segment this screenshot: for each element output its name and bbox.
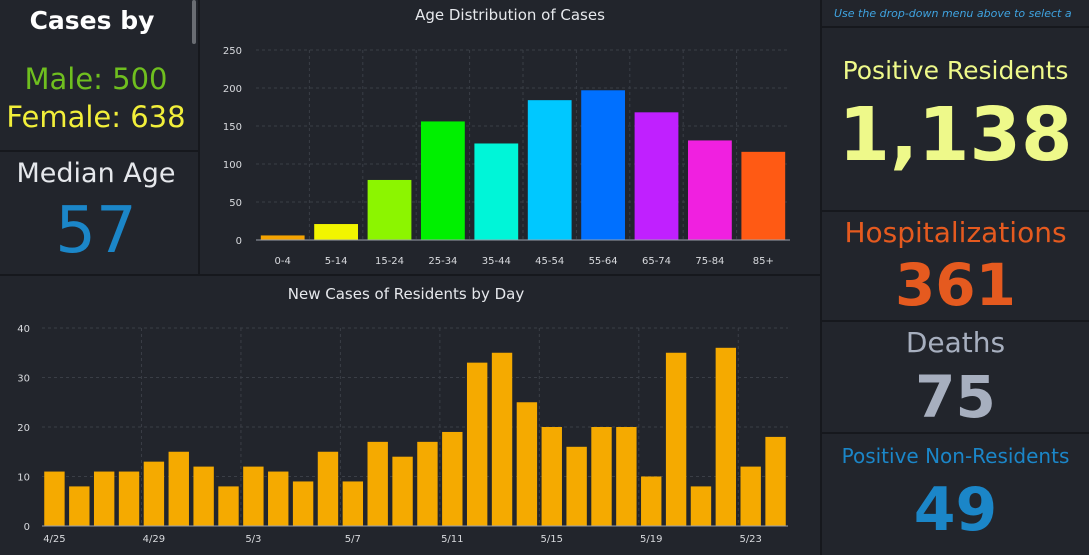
x-tick-label: 75-84 [695,256,724,267]
male-count: Male: 500 [24,62,168,96]
positive-residents-panel: Positive Residents 1,138 [822,28,1089,210]
x-tick-label: 25-34 [428,256,457,267]
age-bar [260,235,305,240]
x-tick-label: 65-74 [642,256,671,267]
median-age-value: 57 [55,194,137,268]
x-tick-label: 55-64 [589,256,618,267]
daily-bar [118,471,140,526]
y-tick-label: 250 [223,46,242,57]
age-chart-title: Age Distribution of Cases [415,6,605,24]
daily-bar [168,451,189,526]
age-distribution-panel: Age Distribution of Cases 0 50 100 150 200 25… [200,0,820,274]
non-residents-value: 49 [913,475,998,545]
median-age-label: Median Age [16,158,176,189]
age-bar [314,224,358,240]
x-tick-label: 5/23 [739,534,761,545]
y-tick-label: 0 [236,236,242,247]
daily-bar [591,427,612,526]
daily-bar [690,486,712,526]
daily-cases-chart: 0 10 20 30 40 4/25 4/29 5/3 5/7 5/11 5/15 5/19 5/23 [17,324,788,545]
age-bar [634,112,679,240]
daily-bar [392,456,413,526]
daily-bar [566,446,587,526]
hint-panel: Use the drop-down menu above to select a [822,0,1089,26]
daily-chart-title: New Cases of Residents by Day [287,285,525,303]
daily-bar [292,481,314,526]
daily-bar [516,402,538,526]
hospitalizations-label: Hospitalizations [844,216,1067,249]
x-tick-label: 5/7 [345,534,361,545]
daily-bar [740,466,761,526]
daily-bar [765,436,786,526]
daily-bar [616,427,637,526]
x-tick-label: 15-24 [375,256,404,267]
daily-bar [143,461,165,526]
y-tick-label: 20 [17,423,30,434]
x-tick-label: 0-4 [275,256,291,267]
daily-bar [491,352,513,526]
daily-bar [641,476,662,526]
age-bar [474,143,519,240]
daily-bar [193,466,214,526]
non-residents-label: Positive Non-Residents [841,444,1070,468]
daily-bar [665,352,687,526]
daily-bar [44,471,65,526]
age-bar [367,179,412,240]
daily-bar [317,451,339,526]
female-count: Female: 638 [6,100,186,134]
hospitalizations-panel: Hospitalizations 361 [822,212,1089,320]
x-tick-label: 4/25 [43,534,65,545]
y-tick-label: 0 [24,522,30,533]
y-tick-label: 10 [17,473,30,484]
scrollbar[interactable] [192,0,196,44]
y-tick-label: 50 [229,198,242,209]
y-tick-label: 30 [17,374,30,385]
x-tick-label: 85+ [753,256,774,267]
daily-bar [93,471,115,526]
x-tick-label: 5/3 [245,534,261,545]
x-tick-label: 5/15 [541,534,563,545]
age-bar [527,100,572,240]
y-tick-label: 40 [17,324,30,335]
daily-bar [268,471,289,526]
x-tick-label: 5/19 [640,534,662,545]
daily-bar [442,431,463,526]
age-bar [421,121,465,240]
drop-down-hint: Use the drop-down menu above to select a [834,7,1072,20]
daily-bar [69,486,90,526]
y-tick-label: 100 [223,160,242,171]
daily-bar [218,486,239,526]
y-tick-label: 150 [223,122,242,133]
daily-bar [367,441,388,526]
age-bar [581,90,625,240]
daily-bar [541,427,562,526]
daily-bar [243,466,264,526]
cases-by-title: Cases by [29,6,155,35]
positive-residents-value: 1,138 [838,92,1073,178]
median-age-panel: Median Age 57 [0,152,198,274]
non-residents-panel: Positive Non-Residents 49 [822,434,1089,555]
age-bar [741,151,786,240]
deaths-label: Deaths [905,326,1006,359]
age-distribution-chart: 0 50 100 150 200 250 0-4 5-14 15-24 25-34 35-44 45-… [223,46,790,267]
daily-bar [417,441,438,526]
daily-cases-panel: New Cases of Residents by Day 0 10 20 30 40 4… [0,276,820,555]
x-tick-label: 5-14 [325,256,348,267]
daily-bar [342,481,364,526]
age-bar [688,140,732,240]
x-tick-label: 35-44 [482,256,511,267]
deaths-panel: Deaths 75 [822,322,1089,432]
deaths-value: 75 [915,363,996,431]
hospitalizations-value: 361 [894,251,1017,319]
positive-residents-label: Positive Residents [842,56,1069,85]
daily-bar [715,347,737,526]
cases-by-sex-panel: Cases by Male: 500 Female: 638 [0,0,198,150]
x-tick-label: 5/11 [441,534,463,545]
x-tick-label: 45-54 [535,256,564,267]
daily-bar [466,362,488,526]
x-tick-label: 4/29 [143,534,165,545]
y-tick-label: 200 [223,84,242,95]
